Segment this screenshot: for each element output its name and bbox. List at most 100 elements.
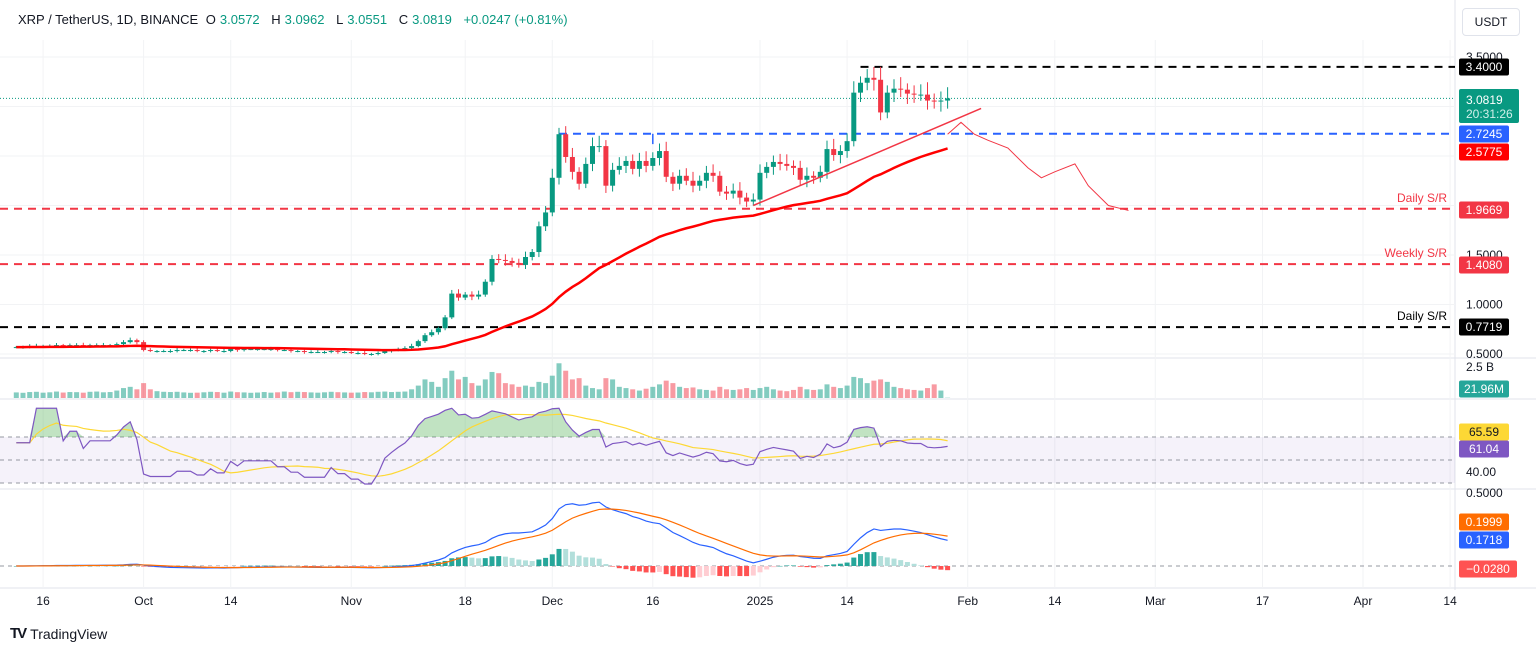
- volume-bar: [643, 388, 649, 398]
- candle: [194, 348, 200, 353]
- candle: [844, 133, 850, 158]
- volume-badge: 21.96M: [1459, 380, 1509, 398]
- candle-body: [523, 256, 528, 265]
- volume-bar: [375, 391, 381, 398]
- candle: [422, 333, 428, 344]
- volume-bar: [536, 381, 542, 398]
- candle-body: [134, 340, 140, 343]
- candle-body: [650, 157, 656, 166]
- macd-histogram-bar: [931, 566, 937, 569]
- level-text: Daily S/R: [1397, 191, 1447, 205]
- volume-bar: [623, 388, 629, 398]
- candle-body: [938, 100, 944, 102]
- symbol-title[interactable]: XRP / TetherUS, 1D, BINANCE: [18, 12, 199, 27]
- macd-histogram-bar: [811, 566, 817, 568]
- candle: [925, 82, 930, 110]
- level-badge-text: 2.7245: [1466, 127, 1503, 141]
- time-axis-label: 14: [840, 594, 854, 608]
- candle: [831, 138, 837, 161]
- volume-badge-text: 21.96M: [1464, 382, 1504, 396]
- macd-histogram-bar: [784, 565, 790, 566]
- volume-bar: [770, 389, 776, 398]
- ma-badge-text: 2.5775: [1466, 145, 1503, 159]
- currency-button[interactable]: USDT: [1462, 8, 1520, 36]
- volume-bar: [409, 389, 415, 398]
- macd-histogram-bar: [255, 565, 260, 567]
- macd-histogram-bar: [100, 565, 106, 567]
- candle-body: [268, 349, 274, 351]
- candle: [590, 137, 595, 172]
- candle-body: [569, 156, 575, 172]
- macd-histogram-bar: [482, 558, 488, 566]
- volume-bar: [301, 392, 307, 398]
- tv-logo-icon: TV: [10, 625, 27, 642]
- candle: [878, 66, 884, 121]
- candle-body: [724, 191, 729, 194]
- macd-histogram-bar: [248, 565, 254, 567]
- last-price-text: 3.0819: [1466, 93, 1503, 107]
- volume-bar: [482, 379, 488, 398]
- volume-bar: [342, 392, 348, 398]
- macd-histogram-bar: [596, 558, 602, 566]
- macd-histogram-bar: [703, 566, 709, 576]
- candle-body: [576, 171, 582, 184]
- macd-histogram-bar: [610, 566, 616, 567]
- candle-body: [871, 77, 877, 80]
- time-axis-label: Feb: [957, 594, 978, 608]
- tradingview-logo[interactable]: TV TradingView: [10, 625, 107, 642]
- volume-bar: [60, 392, 66, 398]
- candle-body: [509, 260, 515, 263]
- candle-body: [275, 349, 281, 351]
- volume-bar: [516, 386, 522, 398]
- candle-body: [911, 93, 917, 95]
- macd-histogram-bar: [476, 558, 482, 566]
- moving-average-line: [16, 147, 948, 352]
- volume-bar: [355, 392, 361, 398]
- macd-histogram-bar: [777, 565, 783, 567]
- macd-histogram-bar: [770, 566, 776, 568]
- macd-histogram-bar: [301, 566, 307, 567]
- candle-body: [348, 352, 354, 354]
- candle: [214, 348, 220, 353]
- macd-histogram-bar: [328, 566, 334, 567]
- macd-histogram-bar: [516, 559, 522, 566]
- time-axis-label: 2025: [747, 594, 774, 608]
- candle: [583, 157, 589, 189]
- candle-body: [167, 351, 173, 353]
- candle-body: [368, 354, 374, 355]
- level-badge-text: 1.9669: [1466, 203, 1503, 217]
- macd-histogram-bar: [750, 566, 756, 576]
- macd-histogram-bar: [683, 566, 689, 578]
- last-price-badge-bg: [1459, 89, 1519, 123]
- candle-body: [703, 172, 709, 181]
- time-axis-label: 16: [36, 594, 50, 608]
- candle-body: [931, 100, 937, 102]
- candle-body: [884, 92, 890, 113]
- candle: [891, 79, 897, 102]
- volume-bar: [114, 390, 120, 398]
- candle: [449, 289, 455, 320]
- candle-body: [415, 341, 421, 347]
- volume-bar: [275, 392, 281, 398]
- candle-body: [630, 160, 636, 169]
- volume-bar: [395, 391, 401, 398]
- macd-histogram-bar: [134, 565, 140, 566]
- candle-body: [482, 281, 488, 295]
- macd-histogram-bar: [925, 566, 930, 568]
- volume-bar: [208, 391, 214, 398]
- candle: [147, 348, 153, 353]
- volume-bar: [382, 391, 388, 398]
- macd-histogram-bar: [643, 566, 649, 573]
- macd-histogram-bar: [509, 557, 515, 566]
- macd-histogram-bar: [536, 559, 542, 566]
- macd-histogram-bar: [201, 566, 207, 567]
- close-value: 3.0819: [412, 12, 452, 27]
- volume-bar: [717, 386, 723, 398]
- volume-bar: [663, 380, 669, 398]
- candle: [201, 349, 207, 353]
- macd-badge-bg: [1459, 531, 1509, 549]
- high-label: H: [271, 12, 281, 27]
- volume-bar: [141, 383, 147, 398]
- candle: [342, 350, 348, 354]
